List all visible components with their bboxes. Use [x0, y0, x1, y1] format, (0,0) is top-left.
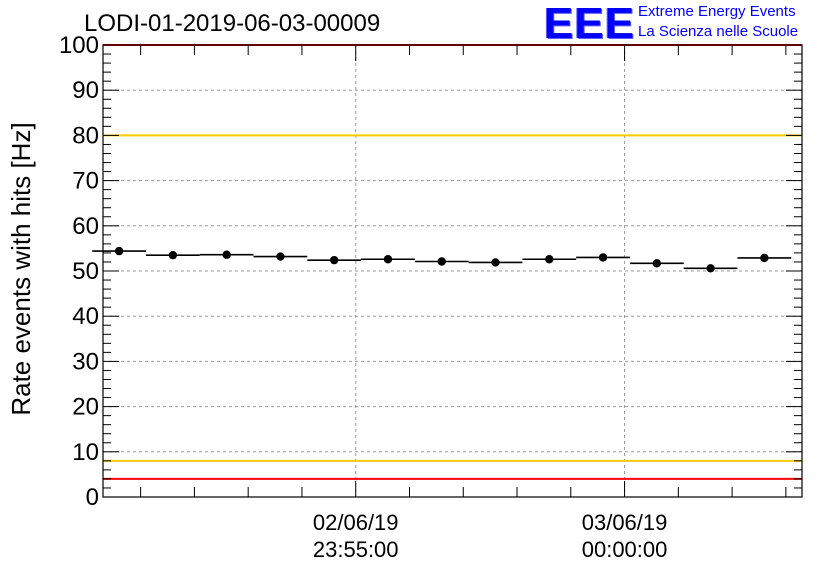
data-point — [491, 258, 500, 267]
data-point — [598, 253, 608, 262]
data-point — [545, 255, 554, 264]
y-tick-label: 60 — [72, 213, 99, 240]
y-tick-label: 40 — [72, 303, 99, 330]
y-tick-label: 80 — [72, 122, 99, 149]
x-tick-label-date: 02/06/19 — [313, 510, 399, 535]
x-tick-label-time: 00:00:00 — [582, 537, 668, 562]
data-point — [114, 246, 124, 256]
logo-line-1: Extreme Energy Events — [638, 3, 796, 20]
chart-title: LODI-01-2019-06-03-00009 — [84, 10, 381, 37]
x-tick-label-date: 03/06/19 — [582, 510, 668, 535]
data-point — [437, 257, 446, 266]
y-tick-label: 20 — [72, 394, 99, 421]
y-tick-label: 100 — [59, 32, 99, 59]
data-point — [383, 255, 393, 264]
eee-logo-mark: EEE — [544, 0, 636, 48]
y-tick-label: 10 — [72, 439, 99, 466]
y-tick-label: 0 — [86, 484, 99, 511]
data-point — [652, 259, 662, 268]
data-point — [276, 252, 285, 261]
x-tick-label-time: 23:55:00 — [313, 537, 399, 562]
data-point — [760, 253, 769, 263]
y-tick-label: 70 — [72, 168, 99, 195]
y-tick-label: 30 — [72, 348, 99, 375]
data-point — [168, 250, 178, 260]
logo-line-2: La Scienza nelle Scuole — [638, 23, 799, 40]
y-tick-label: 50 — [72, 258, 99, 285]
data-point — [222, 250, 231, 259]
data-point — [706, 264, 715, 273]
y-tick-label: 90 — [72, 77, 99, 104]
data-point — [330, 255, 339, 265]
y-axis-label: Rate events with hits [Hz] — [6, 122, 36, 415]
